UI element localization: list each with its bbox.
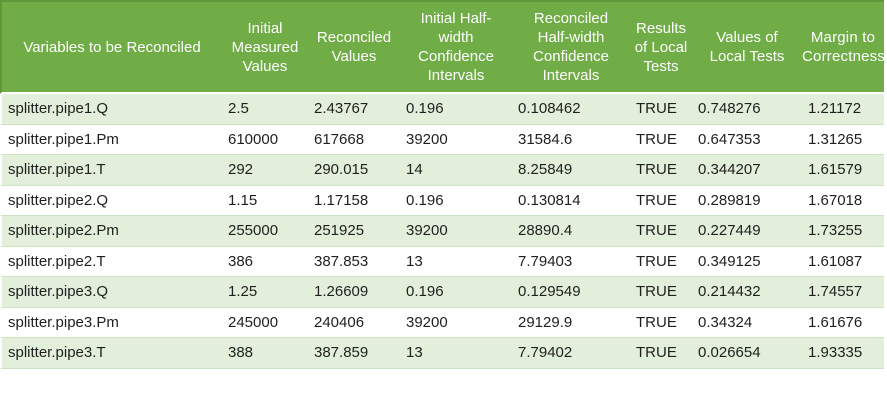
reconciliation-table: Variables to be Reconciled Initial Measu… [0,0,884,369]
table-row: splitter.pipe1.T 292 290.015 14 8.25849 … [0,155,884,186]
cell-initial-halfwidth[interactable]: 0.196 [400,185,512,216]
cell-local-test-result[interactable]: TRUE [630,277,692,308]
table-row: splitter.pipe1.Pm 610000 617668 39200 31… [0,124,884,155]
cell-initial-measured[interactable]: 255000 [222,216,308,247]
column-header-reconciled[interactable]: Reconciled Values [308,0,400,94]
cell-variable[interactable]: splitter.pipe2.Pm [0,216,222,247]
cell-variable[interactable]: splitter.pipe3.Pm [0,307,222,338]
column-header-initial-measured[interactable]: Initial Measured Values [222,0,308,94]
cell-initial-measured[interactable]: 388 [222,338,308,369]
cell-local-test-result[interactable]: TRUE [630,246,692,277]
cell-local-test-result[interactable]: TRUE [630,338,692,369]
cell-margin[interactable]: 1.61676 [802,307,884,338]
cell-local-test-result[interactable]: TRUE [630,185,692,216]
cell-reconciled-halfwidth[interactable]: 7.79403 [512,246,630,277]
cell-reconciled[interactable]: 617668 [308,124,400,155]
cell-margin[interactable]: 1.61087 [802,246,884,277]
table-header: Variables to be Reconciled Initial Measu… [0,0,884,94]
cell-initial-measured[interactable]: 245000 [222,307,308,338]
cell-reconciled[interactable]: 387.859 [308,338,400,369]
cell-initial-measured[interactable]: 1.25 [222,277,308,308]
cell-initial-measured[interactable]: 1.15 [222,185,308,216]
table-body: splitter.pipe1.Q 2.5 2.43767 0.196 0.108… [0,94,884,369]
cell-reconciled-halfwidth[interactable]: 29129.9 [512,307,630,338]
cell-reconciled-halfwidth[interactable]: 0.129549 [512,277,630,308]
column-header-reconciled-halfwidth-ci[interactable]: Reconciled Half-width Confidence Interva… [512,0,630,94]
cell-initial-measured[interactable]: 610000 [222,124,308,155]
cell-margin[interactable]: 1.31265 [802,124,884,155]
cell-reconciled[interactable]: 290.015 [308,155,400,186]
cell-variable[interactable]: splitter.pipe3.T [0,338,222,369]
column-header-local-test-results[interactable]: Results of Local Tests [630,0,692,94]
cell-reconciled-halfwidth[interactable]: 7.79402 [512,338,630,369]
cell-local-test-value[interactable]: 0.349125 [692,246,802,277]
cell-reconciled[interactable]: 251925 [308,216,400,247]
cell-reconciled-halfwidth[interactable]: 8.25849 [512,155,630,186]
cell-local-test-value[interactable]: 0.227449 [692,216,802,247]
cell-margin[interactable]: 1.74557 [802,277,884,308]
table-row: splitter.pipe3.T 388 387.859 13 7.79402 … [0,338,884,369]
cell-local-test-result[interactable]: TRUE [630,124,692,155]
table-row: splitter.pipe1.Q 2.5 2.43767 0.196 0.108… [0,94,884,125]
table-row: splitter.pipe2.T 386 387.853 13 7.79403 … [0,246,884,277]
cell-local-test-result[interactable]: TRUE [630,94,692,125]
table-row: splitter.pipe2.Q 1.15 1.17158 0.196 0.13… [0,185,884,216]
cell-local-test-result[interactable]: TRUE [630,155,692,186]
cell-reconciled[interactable]: 387.853 [308,246,400,277]
cell-reconciled-halfwidth[interactable]: 0.108462 [512,94,630,125]
cell-variable[interactable]: splitter.pipe2.T [0,246,222,277]
table-row: splitter.pipe3.Q 1.25 1.26609 0.196 0.12… [0,277,884,308]
cell-reconciled[interactable]: 1.26609 [308,277,400,308]
cell-local-test-value[interactable]: 0.34324 [692,307,802,338]
cell-initial-halfwidth[interactable]: 0.196 [400,94,512,125]
cell-initial-measured[interactable]: 292 [222,155,308,186]
column-header-margin-to-correctness[interactable]: Margin to Correctness [802,0,884,94]
cell-reconciled[interactable]: 240406 [308,307,400,338]
cell-initial-halfwidth[interactable]: 39200 [400,124,512,155]
cell-local-test-value[interactable]: 0.289819 [692,185,802,216]
cell-variable[interactable]: splitter.pipe1.Pm [0,124,222,155]
cell-initial-halfwidth[interactable]: 14 [400,155,512,186]
cell-local-test-value[interactable]: 0.344207 [692,155,802,186]
cell-local-test-result[interactable]: TRUE [630,216,692,247]
column-header-local-test-values[interactable]: Values of Local Tests [692,0,802,94]
cell-initial-halfwidth[interactable]: 13 [400,338,512,369]
cell-variable[interactable]: splitter.pipe3.Q [0,277,222,308]
cell-initial-halfwidth[interactable]: 39200 [400,216,512,247]
cell-margin[interactable]: 1.73255 [802,216,884,247]
cell-initial-measured[interactable]: 386 [222,246,308,277]
cell-local-test-value[interactable]: 0.748276 [692,94,802,125]
cell-initial-halfwidth[interactable]: 0.196 [400,277,512,308]
table-row: splitter.pipe3.Pm 245000 240406 39200 29… [0,307,884,338]
header-row: Variables to be Reconciled Initial Measu… [0,0,884,94]
cell-margin[interactable]: 1.21172 [802,94,884,125]
column-header-initial-halfwidth-ci[interactable]: Initial Half- width Confidence Intervals [400,0,512,94]
table-row: splitter.pipe2.Pm 255000 251925 39200 28… [0,216,884,247]
cell-margin[interactable]: 1.67018 [802,185,884,216]
cell-local-test-value[interactable]: 0.647353 [692,124,802,155]
cell-local-test-value[interactable]: 0.026654 [692,338,802,369]
cell-initial-halfwidth[interactable]: 13 [400,246,512,277]
cell-local-test-value[interactable]: 0.214432 [692,277,802,308]
cell-reconciled-halfwidth[interactable]: 28890.4 [512,216,630,247]
cell-margin[interactable]: 1.93335 [802,338,884,369]
cell-initial-halfwidth[interactable]: 39200 [400,307,512,338]
cell-variable[interactable]: splitter.pipe2.Q [0,185,222,216]
cell-local-test-result[interactable]: TRUE [630,307,692,338]
cell-variable[interactable]: splitter.pipe1.Q [0,94,222,125]
cell-variable[interactable]: splitter.pipe1.T [0,155,222,186]
cell-reconciled[interactable]: 1.17158 [308,185,400,216]
column-header-variables[interactable]: Variables to be Reconciled [0,0,222,94]
cell-reconciled-halfwidth[interactable]: 31584.6 [512,124,630,155]
cell-reconciled-halfwidth[interactable]: 0.130814 [512,185,630,216]
cell-margin[interactable]: 1.61579 [802,155,884,186]
cell-reconciled[interactable]: 2.43767 [308,94,400,125]
cell-initial-measured[interactable]: 2.5 [222,94,308,125]
